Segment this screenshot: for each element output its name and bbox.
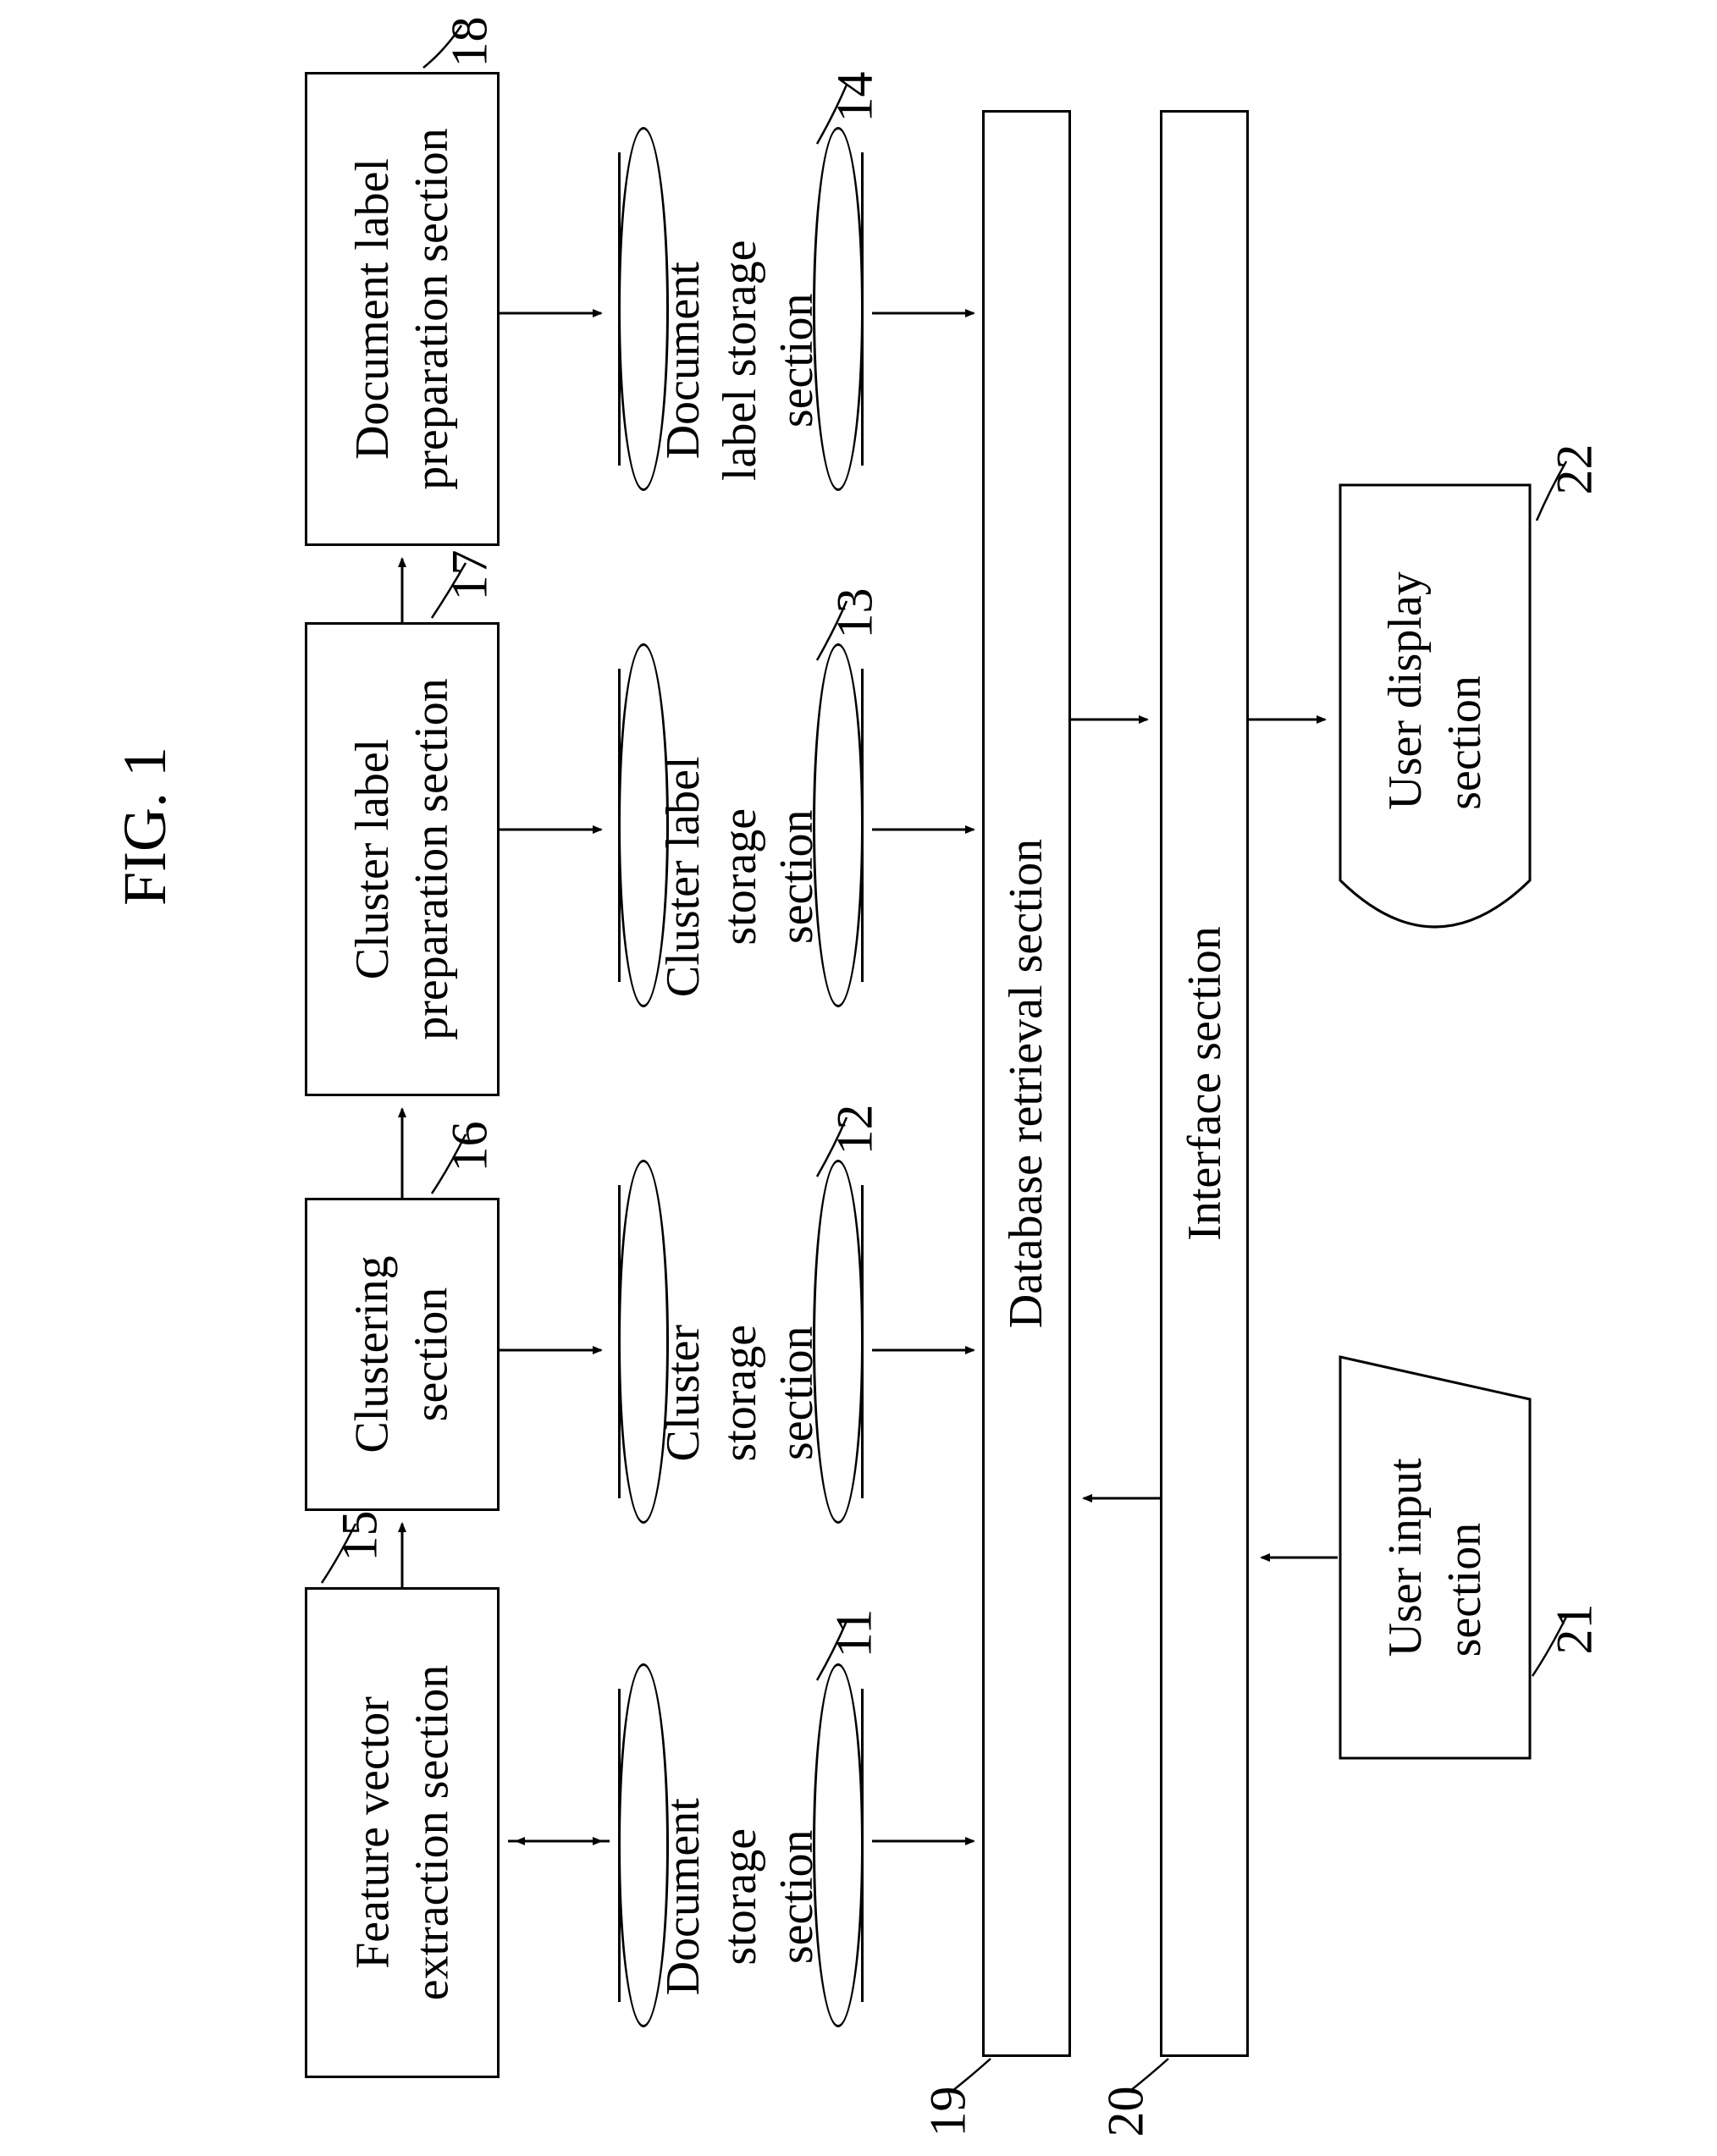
user-display-section: User displaysection — [1338, 482, 1532, 957]
box-label: Feature vectorextraction section — [343, 1665, 461, 2001]
cluster-label-storage-cylinder: Cluster labelstoragesection — [618, 643, 864, 1007]
box-label: Database retrieval section — [997, 839, 1057, 1328]
document-storage-cylinder: Documentstoragesection — [618, 1663, 864, 2027]
ref-18: 18 — [441, 17, 500, 68]
ref-16: 16 — [441, 1122, 500, 1172]
document-label-storage-cylinder: Documentlabel storagesection — [618, 127, 864, 491]
interface-section-box: Interface section — [1160, 110, 1249, 2057]
ref-17: 17 — [441, 550, 500, 601]
ref-19: 19 — [919, 2087, 978, 2137]
ref-21: 21 — [1546, 1604, 1604, 1655]
clustering-section-box: Clusteringsection — [305, 1198, 500, 1511]
ref-22: 22 — [1546, 444, 1604, 495]
ref-12: 12 — [826, 1105, 885, 1155]
ref-15: 15 — [331, 1511, 389, 1562]
cylinder-label: Documentlabel storagesection — [655, 179, 826, 543]
user-input-section: User inputsection — [1338, 1354, 1532, 1761]
feature-vector-extraction-box: Feature vectorextraction section — [305, 1587, 500, 2078]
cylinder-label: Documentstoragesection — [655, 1715, 826, 2079]
ref-20: 20 — [1097, 2087, 1156, 2137]
box-label: User displaysection — [1376, 572, 1494, 811]
ref-11: 11 — [825, 1609, 883, 1658]
box-label: Clusteringsection — [343, 1255, 461, 1453]
cylinder-label: Clusterstoragesection — [655, 1211, 826, 1575]
ref-13: 13 — [826, 588, 885, 639]
box-label: Document labelpreparation section — [343, 128, 461, 490]
ref-14: 14 — [826, 72, 885, 123]
figure-title: FIG. 1 — [110, 747, 180, 906]
cluster-storage-cylinder: Clusterstoragesection — [618, 1160, 864, 1524]
cluster-label-prep-box: Cluster labelpreparation section — [305, 622, 500, 1096]
box-label: User inputsection — [1376, 1458, 1494, 1657]
box-label: Cluster labelpreparation section — [343, 678, 461, 1040]
cylinder-label: Cluster labelstoragesection — [655, 695, 826, 1059]
document-label-prep-box: Document labelpreparation section — [305, 72, 500, 546]
database-retrieval-box: Database retrieval section — [982, 110, 1071, 2057]
box-label: Interface section — [1175, 926, 1234, 1241]
